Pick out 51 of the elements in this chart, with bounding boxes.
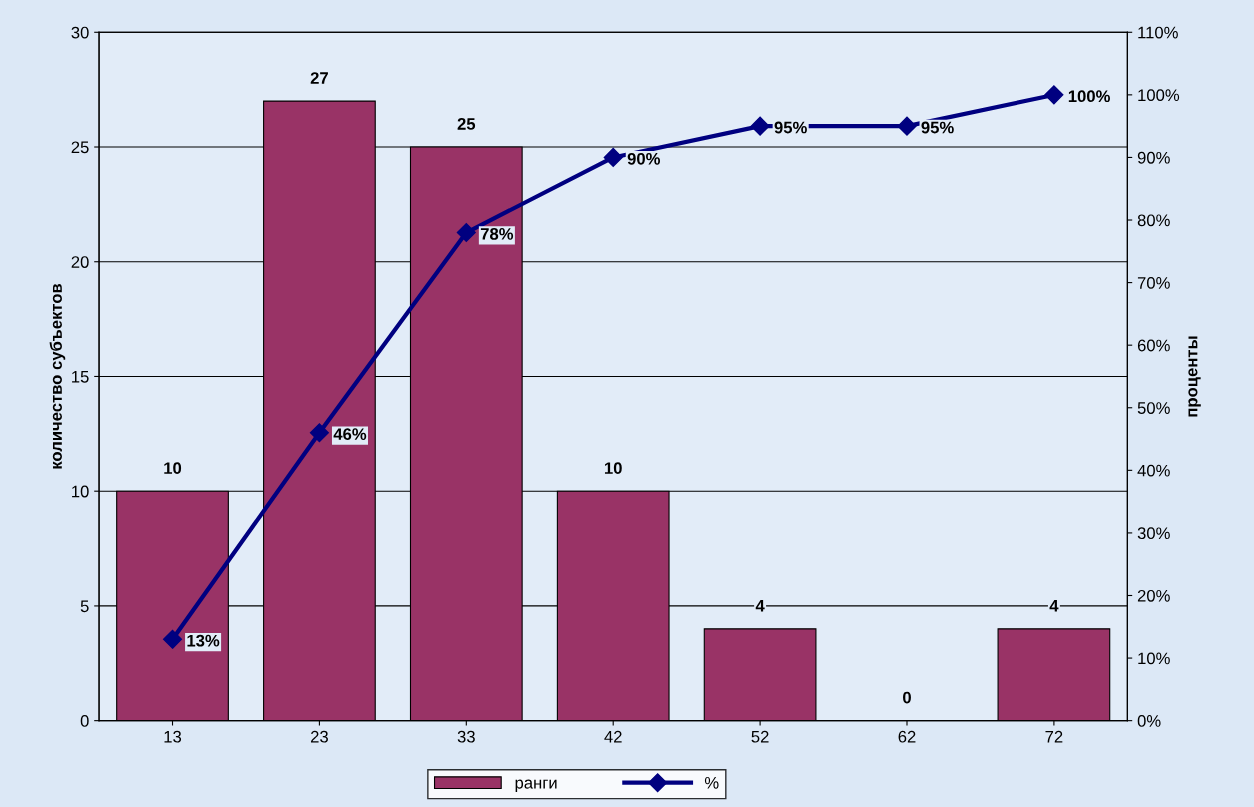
data-label: 4 [755, 600, 765, 612]
legend-label: ранги [515, 779, 557, 792]
data-label: 78% [480, 227, 514, 240]
y2-tick-label: 90% [1137, 151, 1170, 164]
data-label: 46% [333, 428, 367, 441]
y2-tick-label: 20% [1137, 589, 1170, 602]
y2-tick-label: 70% [1137, 277, 1170, 289]
legend-label: % [704, 776, 719, 789]
x-tick-label: 23 [310, 730, 328, 743]
y-tick-label: 25 [71, 141, 89, 154]
x-tick-label: 42 [604, 730, 622, 743]
y2-tick-label: 50% [1137, 402, 1170, 414]
y2-tick-label: 60% [1137, 339, 1170, 352]
data-label: 10 [164, 462, 182, 475]
data-label: 100% [1068, 90, 1110, 103]
y2-axis-title: проценты [1188, 336, 1201, 417]
point [456, 222, 476, 243]
y-tick-label: 10 [72, 485, 89, 498]
y2-tick-label: 110% [1138, 26, 1178, 39]
x-tick-label: 72 [1045, 730, 1063, 743]
y-tick-label: 30 [71, 26, 89, 39]
data-label: 0 [903, 691, 911, 704]
point [750, 116, 770, 136]
data-label: 90% [627, 152, 661, 165]
data-label: 27 [310, 72, 328, 84]
x-tick-label: 13 [164, 730, 182, 743]
y-tick-label: 15 [72, 371, 89, 383]
data-label: 13% [187, 634, 220, 647]
y2-tick-label: 0% [1137, 715, 1161, 727]
y2-tick-label: 100% [1138, 89, 1180, 102]
y-tick-label: 0 [80, 715, 89, 727]
data-label: 10 [604, 462, 622, 475]
data-label: 95% [774, 121, 807, 134]
y2-tick-label: 10% [1138, 652, 1170, 665]
y2-tick-label: 30% [1137, 527, 1170, 540]
y2-tick-label: 80% [1137, 214, 1170, 227]
y-tick-label: 20 [71, 256, 89, 268]
y2-tick-label: 40% [1137, 464, 1170, 477]
y-tick-label: 5 [80, 600, 89, 613]
y-axis-title: количество субъектов [49, 283, 66, 469]
point [603, 147, 623, 167]
point [1044, 85, 1064, 105]
data-label: 4 [1049, 600, 1059, 612]
data-label: 95% [921, 121, 954, 134]
x-tick-label: 33 [457, 730, 475, 743]
data-label: 25 [457, 118, 476, 130]
x-tick-label: 52 [751, 730, 769, 743]
point [309, 423, 329, 443]
x-tick-label: 62 [898, 730, 916, 743]
point [897, 116, 917, 136]
point [162, 629, 183, 649]
